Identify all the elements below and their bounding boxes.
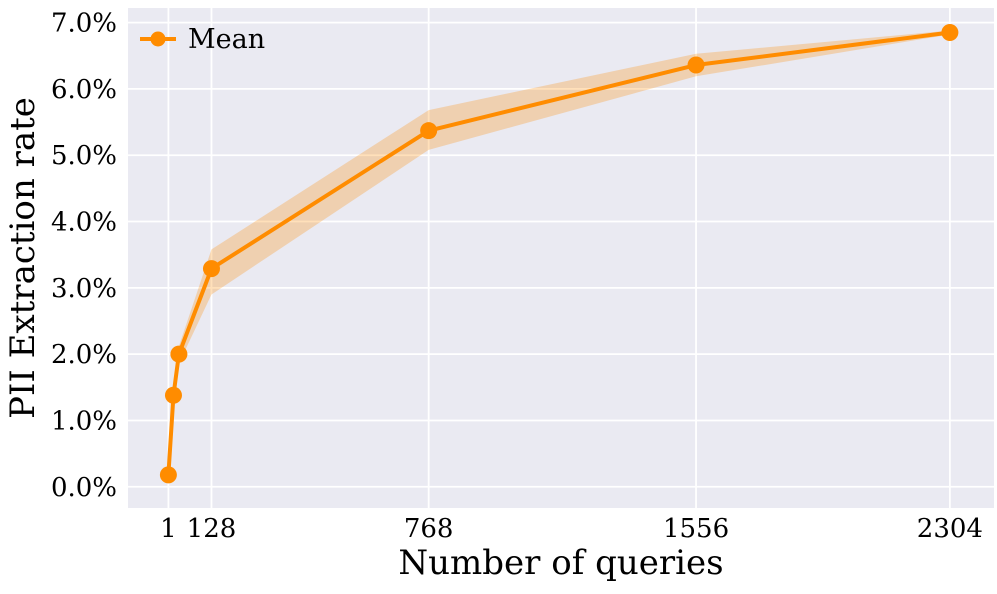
- x-tick-label: 128: [187, 514, 237, 544]
- y-tick-label: 1.0%: [51, 406, 117, 436]
- x-tick-label: 1: [160, 514, 177, 544]
- data-point: [202, 260, 220, 278]
- data-point: [941, 24, 959, 42]
- x-tick-label: 2304: [917, 514, 983, 544]
- y-tick-label: 4.0%: [51, 208, 117, 238]
- y-tick-label: 3.0%: [51, 274, 117, 304]
- data-point: [159, 466, 177, 484]
- y-tick-label: 5.0%: [51, 141, 117, 171]
- y-tick-labels: 0.0% 1.0% 2.0% 3.0% 4.0% 5.0% 6.0% 7.0%: [51, 9, 117, 503]
- y-tick-label: 2.0%: [51, 340, 117, 370]
- data-point: [687, 56, 705, 74]
- y-tick-label: 6.0%: [51, 75, 117, 105]
- x-tick-label: 768: [404, 514, 454, 544]
- x-tick-labels: 1 128 768 1556 2304: [160, 514, 983, 544]
- y-axis-label: PII Extraction rate: [3, 97, 43, 419]
- data-points: [159, 24, 959, 484]
- x-tick-label: 1556: [663, 514, 729, 544]
- y-tick-label: 0.0%: [51, 473, 117, 503]
- y-tick-label: 7.0%: [51, 9, 117, 39]
- legend-marker-icon: [150, 31, 166, 47]
- x-axis-label: Number of queries: [398, 543, 723, 583]
- data-point: [420, 122, 438, 140]
- legend-entry-label: Mean: [188, 24, 265, 55]
- data-point: [170, 345, 188, 363]
- plot-area: [128, 8, 994, 508]
- legend: Mean: [140, 24, 265, 55]
- data-point: [164, 386, 182, 404]
- gridlines: [128, 8, 994, 508]
